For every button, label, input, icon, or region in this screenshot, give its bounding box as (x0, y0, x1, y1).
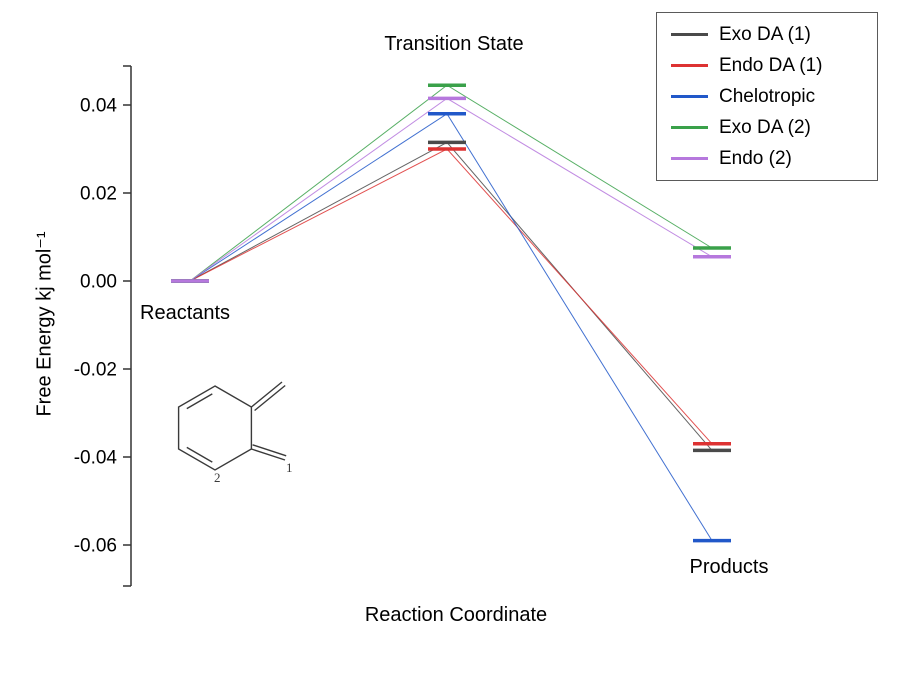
y-tick-label: 0.02 (80, 184, 117, 205)
legend-item-exo-da-1: Exo DA (1) (671, 19, 877, 50)
y-tick-label: -0.02 (74, 360, 117, 381)
molecule-label-1: 1 (286, 460, 293, 475)
annotation-reactants: Reactants (140, 302, 231, 324)
annotation-products: Products (689, 556, 769, 578)
legend: Exo DA (1) Endo DA (1) Chelotropic Exo D… (656, 12, 878, 181)
legend-label: Chelotropic (719, 85, 816, 107)
legend-line-swatch (671, 64, 708, 67)
molecule-label-2: 2 (214, 470, 221, 485)
y-tick-label: -0.04 (74, 448, 118, 469)
annotation-transition-state: Transition State (384, 33, 524, 55)
legend-item-endo-2: Endo (2) (671, 143, 877, 174)
y-tick-label: 0.04 (80, 96, 117, 117)
legend-label: Endo (2) (719, 147, 792, 169)
series-line-endo-2- (189, 97, 713, 282)
y-tick-label: 0.00 (80, 272, 117, 293)
benzene-ring (177, 381, 287, 471)
legend-label: Endo DA (1) (719, 54, 823, 76)
legend-item-exo-da-2: Exo DA (2) (671, 112, 877, 143)
legend-item-chelotropic: Chelotropic (671, 81, 877, 112)
legend-label: Exo DA (1) (719, 23, 811, 45)
legend-line-swatch (671, 95, 708, 98)
molecule-structure: 1 2 (177, 381, 293, 485)
x-axis-label: Reaction Coordinate (364, 604, 548, 626)
legend-line-swatch (671, 33, 708, 36)
legend-line-swatch (671, 157, 708, 160)
legend-item-endo-da-1: Endo DA (1) (671, 50, 877, 81)
y-axis-label: Free Energy kj mol⁻¹ (33, 231, 56, 417)
y-tick-label: -0.06 (74, 536, 117, 557)
legend-label: Exo DA (2) (719, 116, 811, 138)
legend-line-swatch (671, 126, 708, 129)
